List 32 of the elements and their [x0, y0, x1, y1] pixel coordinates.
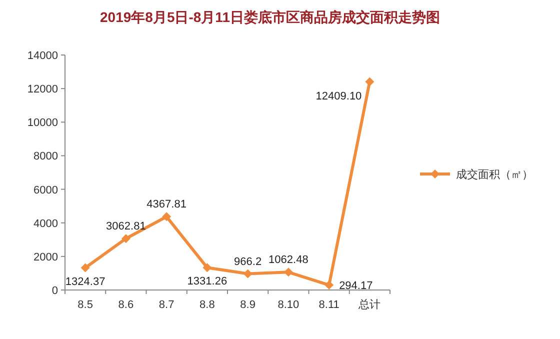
point	[80, 263, 90, 272]
point	[365, 77, 374, 86]
chart-title: 2019年8月5日-8月11日娄底市区商品房成交面积走势图	[100, 9, 440, 25]
data-label: 294.17	[339, 280, 373, 292]
data-label: 1331.26	[187, 276, 228, 288]
point	[324, 280, 334, 290]
legend-label: 成交面积（㎡）	[456, 168, 533, 181]
data-label: 1324.37	[65, 276, 106, 288]
x-tick-label: 8.7	[158, 299, 174, 311]
x-tick-label: 8.6	[118, 299, 134, 311]
x-tick-label: 总计	[358, 298, 381, 311]
data-label: 4367.81	[146, 198, 186, 211]
y-tick-label: 6000	[34, 184, 58, 196]
x-tick-label: 8.8	[200, 299, 215, 311]
y-tick-label: 14000	[27, 50, 58, 62]
x-tick-label: 8.5	[78, 299, 93, 311]
data-label: 12409.10	[316, 90, 362, 103]
data-label: 966.2	[234, 256, 262, 268]
point	[121, 234, 130, 244]
x-tick-label: 8.11	[318, 299, 340, 311]
data-label: 3062.81	[106, 220, 146, 233]
y-tick-label: 2000	[34, 251, 58, 264]
point	[162, 212, 172, 222]
x-tick-label: 8.10	[278, 299, 300, 311]
y-tick-label: 8000	[34, 150, 58, 163]
point	[202, 263, 212, 272]
x-tick-label: 8.9	[240, 299, 256, 311]
data-label: 1062.48	[268, 254, 308, 266]
y-tick-label: 4000	[34, 218, 58, 230]
y-tick-label: 10000	[27, 117, 58, 130]
y-tick-label: 0	[52, 285, 58, 297]
y-tick-label: 12000	[27, 84, 58, 96]
